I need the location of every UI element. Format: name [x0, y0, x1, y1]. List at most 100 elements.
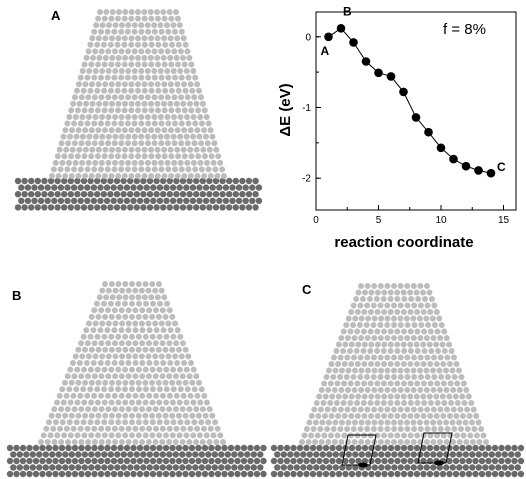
film-atom: [348, 361, 355, 367]
substrate-atom: [120, 451, 128, 458]
film-atom: [75, 127, 82, 134]
film-atom: [98, 373, 105, 380]
film-atom: [436, 367, 443, 374]
film-atom: [167, 360, 174, 366]
film-atom: [319, 419, 326, 426]
substrate-atom: [212, 204, 220, 211]
substrate-atom: [156, 184, 164, 191]
film-atom: [179, 406, 186, 413]
film-atom: [430, 387, 437, 393]
film-atom: [199, 439, 206, 445]
film-atom: [102, 146, 109, 153]
film-atom: [381, 413, 388, 419]
film-atom: [365, 367, 371, 374]
film-atom: [125, 439, 132, 445]
film-atom: [144, 94, 151, 101]
film-atom: [71, 120, 78, 127]
film-atom: [125, 94, 132, 101]
film-atom: [142, 386, 149, 393]
film-atom: [88, 173, 95, 179]
substrate-atom: [478, 470, 486, 478]
substrate-atom: [206, 177, 213, 185]
substrate-atom: [234, 457, 241, 465]
film-atom: [391, 322, 397, 328]
substrate-atom: [378, 451, 385, 458]
film-atom: [335, 413, 342, 419]
film-atom: [118, 74, 125, 81]
substrate-atom: [417, 451, 424, 458]
film-atom: [135, 153, 141, 160]
substrate-atom: [188, 457, 196, 465]
film-atom: [141, 173, 148, 179]
film-atom: [149, 419, 156, 426]
substrate-atom: [400, 444, 408, 452]
substrate-atom: [244, 464, 251, 471]
substrate-atom: [28, 177, 35, 185]
film-atom: [303, 426, 310, 432]
film-atom: [171, 48, 178, 55]
film-atom: [337, 426, 344, 432]
film-atom: [132, 340, 139, 347]
film-atom: [446, 393, 453, 400]
film-atom: [158, 140, 165, 147]
film-atom: [129, 333, 135, 340]
film-atom: [159, 425, 166, 432]
film-atom: [119, 353, 126, 360]
film-atom: [400, 361, 407, 367]
film-atom: [95, 61, 101, 68]
film-atom: [448, 348, 455, 354]
film-atom: [151, 28, 158, 35]
substrate-atom: [78, 457, 85, 465]
film-atom: [73, 419, 80, 426]
film-atom: [153, 327, 160, 334]
film-atom: [344, 426, 351, 432]
film-atom: [141, 9, 148, 15]
film-atom: [394, 296, 401, 302]
film-atom: [205, 419, 212, 426]
film-atom: [185, 166, 192, 173]
film-atom: [328, 361, 335, 367]
film-atom: [64, 166, 71, 173]
film-atom: [328, 413, 335, 419]
substrate-atom: [173, 204, 180, 211]
substrate-atom: [387, 457, 395, 465]
substrate-atom: [255, 197, 263, 204]
substrate-atom: [322, 444, 330, 452]
film-atom: [391, 374, 397, 380]
film-atom: [148, 15, 155, 22]
substrate-atom: [504, 457, 512, 465]
film-atom: [103, 294, 110, 301]
substrate-atom: [179, 191, 187, 198]
film-atom: [331, 439, 338, 445]
film-atom: [173, 425, 180, 432]
substrate-atom: [186, 191, 193, 198]
film-atom: [75, 412, 82, 419]
film-atom: [451, 374, 458, 380]
film-atom: [330, 426, 337, 432]
film-atom: [128, 107, 135, 114]
film-atom: [145, 166, 152, 173]
film-atom: [79, 159, 86, 166]
film-atom: [68, 379, 75, 386]
substrate-atom: [31, 197, 38, 204]
film-atom: [66, 419, 73, 426]
film-atom: [325, 387, 332, 393]
substrate-atom: [34, 204, 41, 211]
film-atom: [43, 425, 50, 432]
substrate-atom: [508, 451, 515, 458]
film-atom: [108, 107, 115, 114]
film-atom: [340, 400, 347, 406]
substrate-atom: [221, 444, 228, 452]
film-atom: [338, 335, 345, 341]
film-atom: [364, 335, 371, 341]
film-atom: [141, 294, 148, 301]
film-atom: [153, 425, 159, 432]
film-atom: [331, 406, 338, 413]
film-atom: [184, 419, 191, 426]
film-atom: [91, 406, 98, 413]
film-atom: [44, 439, 51, 445]
film-atom: [105, 48, 112, 55]
film-atom: [335, 361, 342, 367]
film-atom: [155, 412, 162, 419]
film-atom: [189, 412, 196, 419]
